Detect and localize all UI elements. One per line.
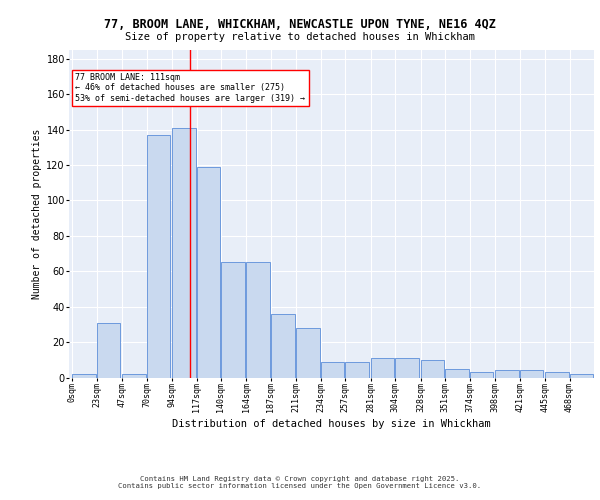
Bar (97, 322, 120, 378)
Bar (146, 135, 170, 378)
Bar (545, 372, 569, 378)
Bar (395, 358, 419, 378)
Bar (172, 128, 196, 378)
Bar (247, 262, 270, 378)
Text: 77, BROOM LANE, WHICKHAM, NEWCASTLE UPON TYNE, NE16 4QZ: 77, BROOM LANE, WHICKHAM, NEWCASTLE UPON… (104, 18, 496, 30)
Bar (321, 362, 344, 378)
Bar (346, 362, 369, 378)
X-axis label: Distribution of detached houses by size in Whickham: Distribution of detached houses by size … (172, 418, 491, 428)
Bar (221, 262, 245, 378)
Bar (421, 360, 445, 378)
Bar (72, 374, 96, 378)
Bar (495, 370, 519, 378)
Text: 77 BROOM LANE: 111sqm
← 46% of detached houses are smaller (275)
53% of semi-det: 77 BROOM LANE: 111sqm ← 46% of detached … (76, 73, 305, 103)
Bar (445, 368, 469, 378)
Bar (271, 314, 295, 378)
Bar (470, 372, 493, 378)
Bar (122, 374, 146, 378)
Text: Size of property relative to detached houses in Whickham: Size of property relative to detached ho… (125, 32, 475, 42)
Bar (197, 167, 220, 378)
Bar (569, 374, 593, 378)
Bar (371, 358, 394, 378)
Bar (520, 370, 543, 378)
Y-axis label: Number of detached properties: Number of detached properties (32, 128, 42, 299)
Bar (296, 328, 320, 378)
Text: Contains HM Land Registry data © Crown copyright and database right 2025.
Contai: Contains HM Land Registry data © Crown c… (118, 476, 482, 489)
